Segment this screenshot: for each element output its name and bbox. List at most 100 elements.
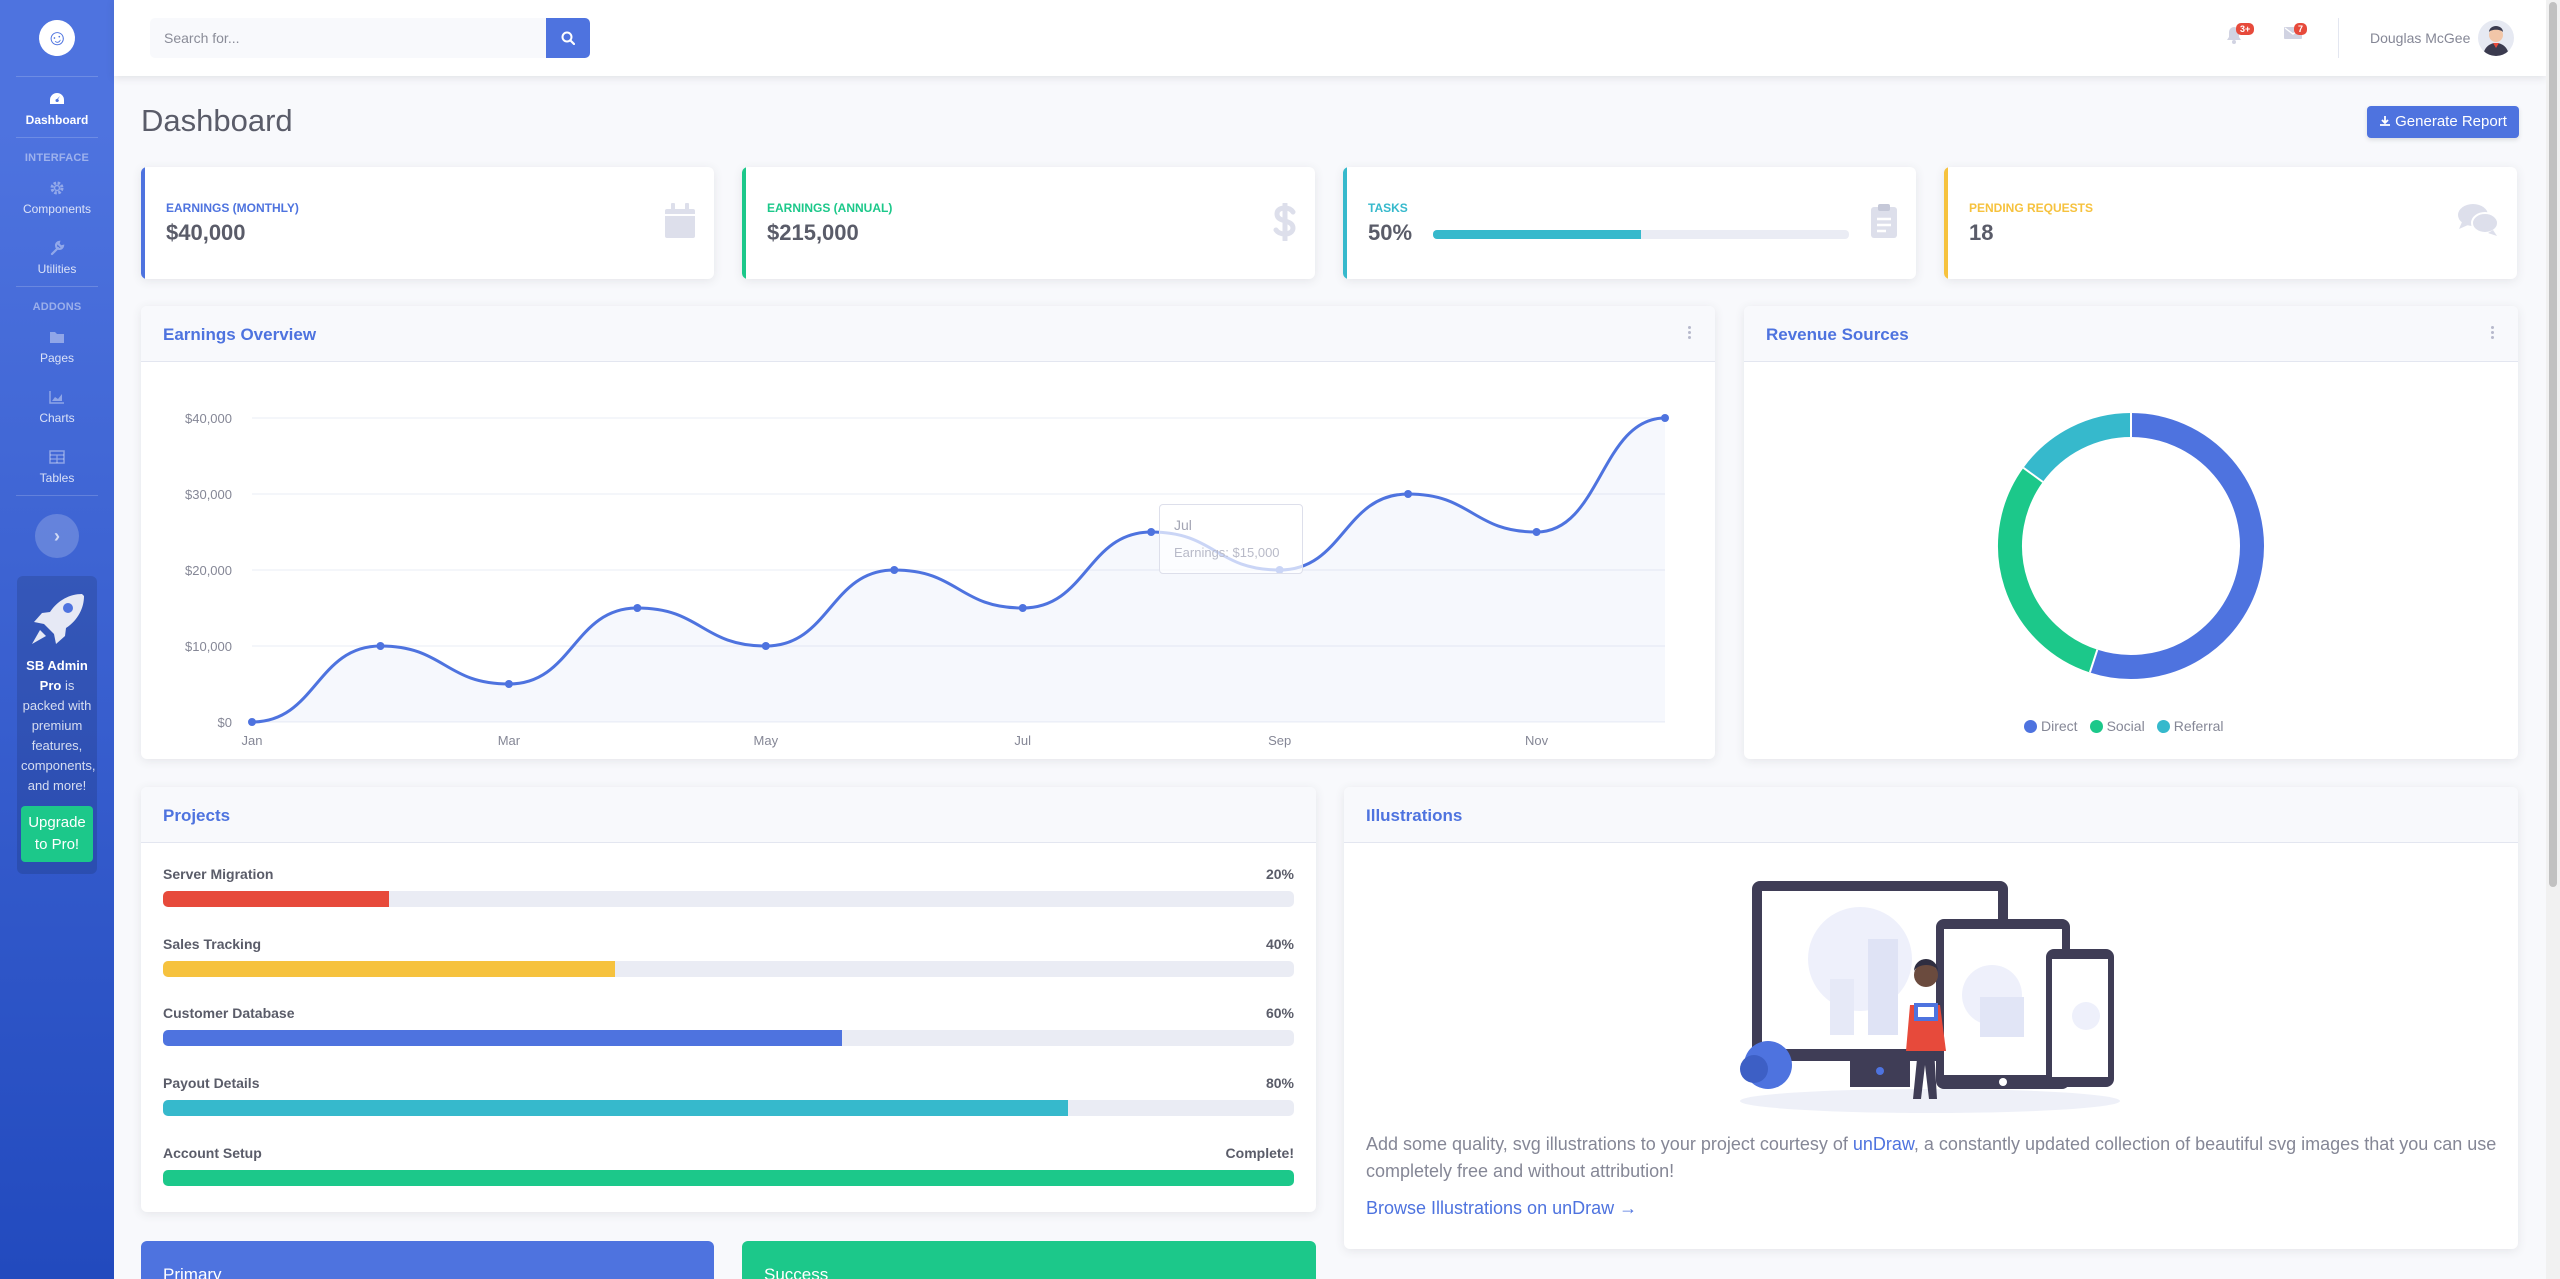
x-tick-label: Nov [1525,733,1549,748]
avatar[interactable] [2478,20,2514,56]
slice-separator [2022,467,2044,483]
stat-accent-bar [1944,167,1948,279]
illustrations-card: Illustrations Add some quality, svg illu… [1344,787,2518,1249]
data-point[interactable] [1404,490,1413,498]
stat-accent-bar [1343,167,1347,279]
dropdown-menu-icon[interactable] [1685,324,1693,344]
data-point[interactable] [1661,414,1669,422]
sidebar-heading: INTERFACE [24,152,90,164]
card-header: Illustrations [1344,787,2518,843]
search-input[interactable] [150,18,546,58]
chart-area-icon [49,391,64,404]
alerts-button[interactable]: 3+ [2226,23,2255,49]
stat-label: EARNINGS (MONTHLY) [166,201,299,215]
dropdown-menu-icon[interactable] [2488,324,2496,344]
promo-text: SB Admin Pro is packed with premium feat… [21,656,95,796]
chart-tooltip: Jul Earnings: $15,000 [1159,504,1303,574]
sidebar-divider [16,76,98,77]
data-point[interactable] [633,604,642,612]
color-card-label: Primary [163,1265,222,1279]
sidebar-divider [16,286,98,287]
sidebar-item-utilities[interactable]: Utilities [0,226,114,286]
data-point[interactable] [376,642,385,650]
scrollbar-thumb[interactable] [2549,2,2557,887]
search-button[interactable] [546,18,590,58]
legend-swatch [2024,719,2037,733]
primary-color-card: Primary [141,1241,714,1279]
promo-title: SB Admin Pro [26,658,88,693]
tasks-progress-fill [1433,230,1641,239]
donut-slice[interactable] [2089,413,2264,679]
data-point[interactable] [1018,604,1027,612]
legend-swatch [2156,719,2170,733]
legend-label: Referral [2173,718,2224,734]
messages-badge: 7 [2294,23,2308,35]
user-name[interactable]: Douglas McGee [2370,30,2471,46]
project-progress-fill [163,1100,1068,1116]
card-header: Projects [141,787,1316,843]
legend-label: Social [2106,718,2145,734]
page-scrollbar[interactable] [2546,0,2560,1279]
undraw-link[interactable]: unDraw [1852,1134,1914,1154]
generate-report-button[interactable]: Generate Report [2367,106,2519,138]
y-tick-label: $30,000 [185,487,232,502]
y-tick-label: $10,000 [185,639,232,654]
tooltip-title: Jul [1174,517,1192,533]
project-item: Server Migration 20% [163,866,1294,907]
data-point[interactable] [761,642,770,650]
project-name: Server Migration [163,866,274,882]
stat-card-earnings-annual: EARNINGS (ANNUAL) $215,000 [742,167,1315,279]
legend-label: Direct [2041,718,2078,734]
sidebar-item-label: Charts [39,411,75,425]
project-progress-bar [163,1030,1294,1046]
data-point[interactable] [1147,528,1156,536]
x-tick-label: Mar [498,733,521,748]
sidebar: ☺ Dashboard INTERFACE Components Utiliti… [0,0,114,1279]
x-tick-label: Sep [1268,733,1291,748]
stat-value: $215,000 [767,220,859,245]
project-item: Account Setup Complete! [163,1145,1294,1186]
sidebar-item-pages[interactable]: Pages [0,315,114,375]
sidebar-divider [16,495,98,496]
stat-value: $40,000 [166,220,246,245]
project-progress-fill [163,1030,842,1046]
project-name: Account Setup [163,1145,262,1161]
data-point[interactable] [248,718,256,726]
donut-slice[interactable] [2023,413,2132,483]
revenue-donut-chart[interactable] [1744,362,2518,759]
messages-button[interactable]: 7 [2284,23,2308,45]
topbar-divider [2338,18,2339,58]
color-card-label: Success [764,1265,829,1279]
card-header: Revenue Sources [1744,306,2518,362]
project-percent: 40% [1265,936,1294,952]
generate-report-label: Generate Report [2395,113,2507,130]
earnings-overview-card: Earnings Overview $0 $10,000 $20,000 $30,00… [141,306,1715,759]
stat-accent-bar [141,167,145,279]
x-tick-label: May [754,733,779,748]
sidebar-item-tables[interactable]: Tables [0,435,114,495]
data-point[interactable] [890,566,899,574]
sidebar-item-components[interactable]: Components [0,166,114,226]
topbar: 3+ 7 Douglas McGee [114,0,2546,76]
tooltip-value: Earnings: $15,000 [1174,545,1280,560]
series-line [251,416,1666,724]
project-progress-fill [163,961,616,977]
earnings-area-chart[interactable]: $0 $10,000 $20,000 $30,000 $40,000 Jan Mar May J… [141,362,1715,759]
download-icon [2380,116,2391,126]
sidebar-heading: ADDONS [32,301,82,313]
project-percent: 80% [1265,1075,1294,1091]
sidebar-item-charts[interactable]: Charts [0,375,114,435]
browse-illustrations-link[interactable]: Browse Illustrations on unDraw → [1366,1198,1638,1218]
data-point[interactable] [504,680,513,688]
upgrade-button[interactable]: Upgrade to Pro! [21,806,93,862]
x-tick-label: Jan [242,733,263,748]
brand-logo[interactable]: ☺ [0,0,114,76]
donut-slice[interactable] [1998,467,2098,673]
project-item: Customer Database 60% [163,1005,1294,1046]
sidebar-promo-card: SB Admin Pro is packed with premium feat… [17,576,97,874]
y-tick-label: $40,000 [185,411,232,426]
sidebar-item-label: Components [22,202,92,216]
data-point[interactable] [1532,528,1541,536]
sidebar-toggle-button[interactable]: › [35,514,79,558]
sidebar-item-dashboard[interactable]: Dashboard [0,77,114,137]
